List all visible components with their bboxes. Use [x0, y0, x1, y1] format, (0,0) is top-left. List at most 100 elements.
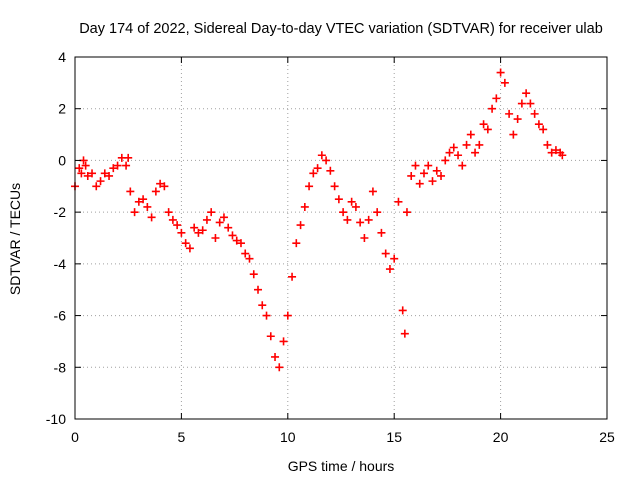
data-point [539, 125, 548, 134]
data-point [558, 151, 567, 160]
data-point [385, 265, 394, 274]
data-point [330, 182, 339, 191]
data-point [77, 169, 86, 178]
y-tick-label: -8 [54, 359, 67, 375]
data-point [390, 254, 399, 263]
axes: 0 5 10 15 20 25 -10 -8 -6 -4 -2 0 2 4 [46, 49, 615, 445]
data-point [496, 68, 505, 77]
data-point [479, 120, 488, 129]
data-point [249, 270, 258, 279]
data-point [232, 236, 241, 245]
x-axis-label: GPS time / hours [288, 458, 395, 474]
data-point [151, 187, 160, 196]
data-point [88, 169, 97, 178]
data-point [224, 223, 233, 232]
data-point [300, 202, 309, 211]
data-point [400, 329, 409, 338]
data-point [547, 148, 556, 157]
data-point [500, 78, 509, 87]
data-point [100, 169, 109, 178]
data-point [96, 177, 105, 186]
data-series [71, 68, 567, 372]
y-tick-label: -10 [46, 411, 66, 427]
data-point [211, 234, 220, 242]
data-point [288, 272, 297, 281]
x-tick-label: 15 [386, 429, 402, 445]
data-point [309, 169, 318, 178]
data-point [377, 228, 386, 237]
data-point [471, 148, 480, 157]
data-point [368, 187, 377, 196]
data-point [168, 215, 177, 224]
data-point [343, 215, 352, 224]
x-tick-label: 0 [71, 429, 79, 445]
data-point [462, 140, 471, 149]
data-point [317, 151, 326, 160]
data-point [445, 148, 454, 157]
data-point [105, 171, 114, 180]
data-point [522, 89, 531, 98]
data-point [202, 215, 211, 224]
y-tick-label: -4 [54, 256, 67, 272]
data-point [351, 202, 360, 211]
data-point [109, 164, 118, 173]
data-point [292, 239, 301, 248]
data-point [190, 223, 199, 232]
chart-title: Day 174 of 2022, Sidereal Day-to-day VTE… [79, 21, 603, 37]
x-tick-label: 20 [493, 429, 509, 445]
data-point [505, 109, 514, 118]
data-point [449, 143, 458, 152]
data-point [454, 151, 463, 160]
data-point [124, 153, 133, 162]
data-point [313, 164, 322, 173]
x-tick-label: 10 [280, 429, 296, 445]
data-point [513, 115, 522, 124]
data-point [475, 140, 484, 149]
data-point [483, 125, 492, 134]
data-point [424, 161, 433, 170]
data-point [75, 164, 84, 173]
data-point [262, 311, 271, 320]
y-axis-label: SDTVAR / TECUs [7, 183, 23, 295]
data-point [339, 208, 348, 217]
data-point [488, 104, 497, 113]
data-point [219, 213, 228, 222]
data-point [322, 156, 331, 165]
data-point [305, 182, 314, 191]
y-tick-label: 4 [58, 49, 66, 65]
data-point [245, 254, 254, 263]
data-point [228, 231, 237, 240]
data-point [258, 301, 267, 310]
data-point [130, 208, 139, 217]
data-point [266, 332, 275, 341]
data-point [437, 171, 446, 180]
data-point [428, 177, 437, 186]
data-point [296, 221, 305, 230]
data-point [364, 215, 373, 224]
data-point [254, 285, 263, 294]
data-point [534, 120, 543, 129]
data-point [530, 109, 539, 118]
data-point [207, 208, 216, 217]
data-point [419, 169, 428, 178]
data-point [543, 140, 552, 149]
data-point [143, 202, 152, 211]
data-point [326, 166, 335, 175]
data-point [407, 171, 416, 180]
data-point [194, 228, 203, 237]
data-point [415, 179, 424, 188]
data-point [147, 213, 156, 222]
data-point [139, 195, 148, 204]
y-tick-label: -2 [54, 204, 67, 220]
data-point [122, 161, 131, 170]
data-point [198, 226, 207, 235]
grid [75, 57, 607, 419]
data-point [398, 306, 407, 315]
data-point [334, 195, 343, 204]
data-point [526, 99, 535, 108]
data-point [173, 221, 182, 230]
data-point [394, 197, 403, 206]
data-point [92, 182, 101, 191]
data-point [215, 218, 224, 227]
